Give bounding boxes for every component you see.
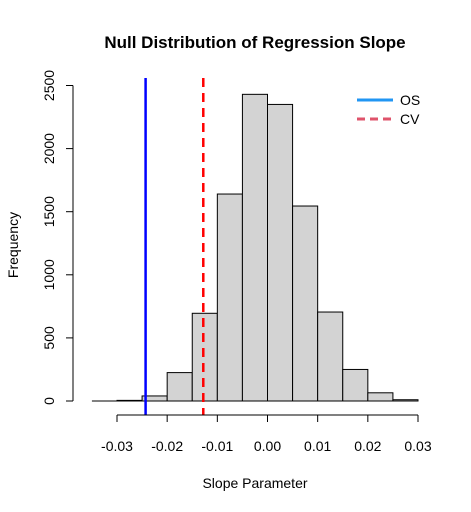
x-tick-label-0: -0.03 (101, 438, 133, 454)
histogram-bar-2 (166, 372, 193, 402)
x-tick-label-5: 0.02 (354, 438, 381, 454)
legend-label-os: OS (400, 92, 420, 108)
y-tick-label-1: 500 (41, 326, 57, 350)
histogram-bar-8 (317, 311, 344, 402)
histogram-bar-5 (241, 93, 269, 402)
legend: OS CV (357, 92, 420, 127)
histogram-bar-6 (267, 103, 294, 402)
y-axis: 0 500 1000 1500 2000 2500 (41, 70, 74, 405)
x-tick-label-3: 0.00 (254, 438, 281, 454)
y-tick-label-4: 2000 (41, 133, 57, 164)
x-axis: -0.03 -0.02 -0.01 0.00 0.01 0.02 0.03 (101, 414, 432, 454)
x-axis-label: Slope Parameter (202, 475, 307, 491)
x-tick-label-4: 0.01 (304, 438, 331, 454)
reference-lines (144, 78, 205, 415)
histogram-bar-10 (367, 392, 394, 402)
chart-title: Null Distribution of Regression Slope (104, 33, 405, 52)
legend-label-cv: CV (400, 111, 420, 127)
y-tick-label-2: 1000 (41, 259, 57, 290)
histogram-bar-4 (216, 193, 243, 402)
histogram-bar-11 (392, 399, 419, 402)
histogram-bars (91, 93, 419, 402)
histogram-bar-0 (116, 399, 143, 402)
x-tick-label-1: -0.02 (151, 438, 183, 454)
histogram-bar-3 (191, 312, 218, 402)
x-tick-label-6: 0.03 (404, 438, 431, 454)
histogram-bar-7 (292, 205, 319, 402)
y-tick-label-5: 2500 (41, 70, 57, 101)
y-tick-label-0: 0 (41, 397, 57, 405)
x-tick-label-2: -0.01 (201, 438, 233, 454)
histogram-bar-9 (342, 368, 369, 402)
y-axis-label: Frequency (5, 212, 21, 278)
y-tick-label-3: 1500 (41, 196, 57, 227)
